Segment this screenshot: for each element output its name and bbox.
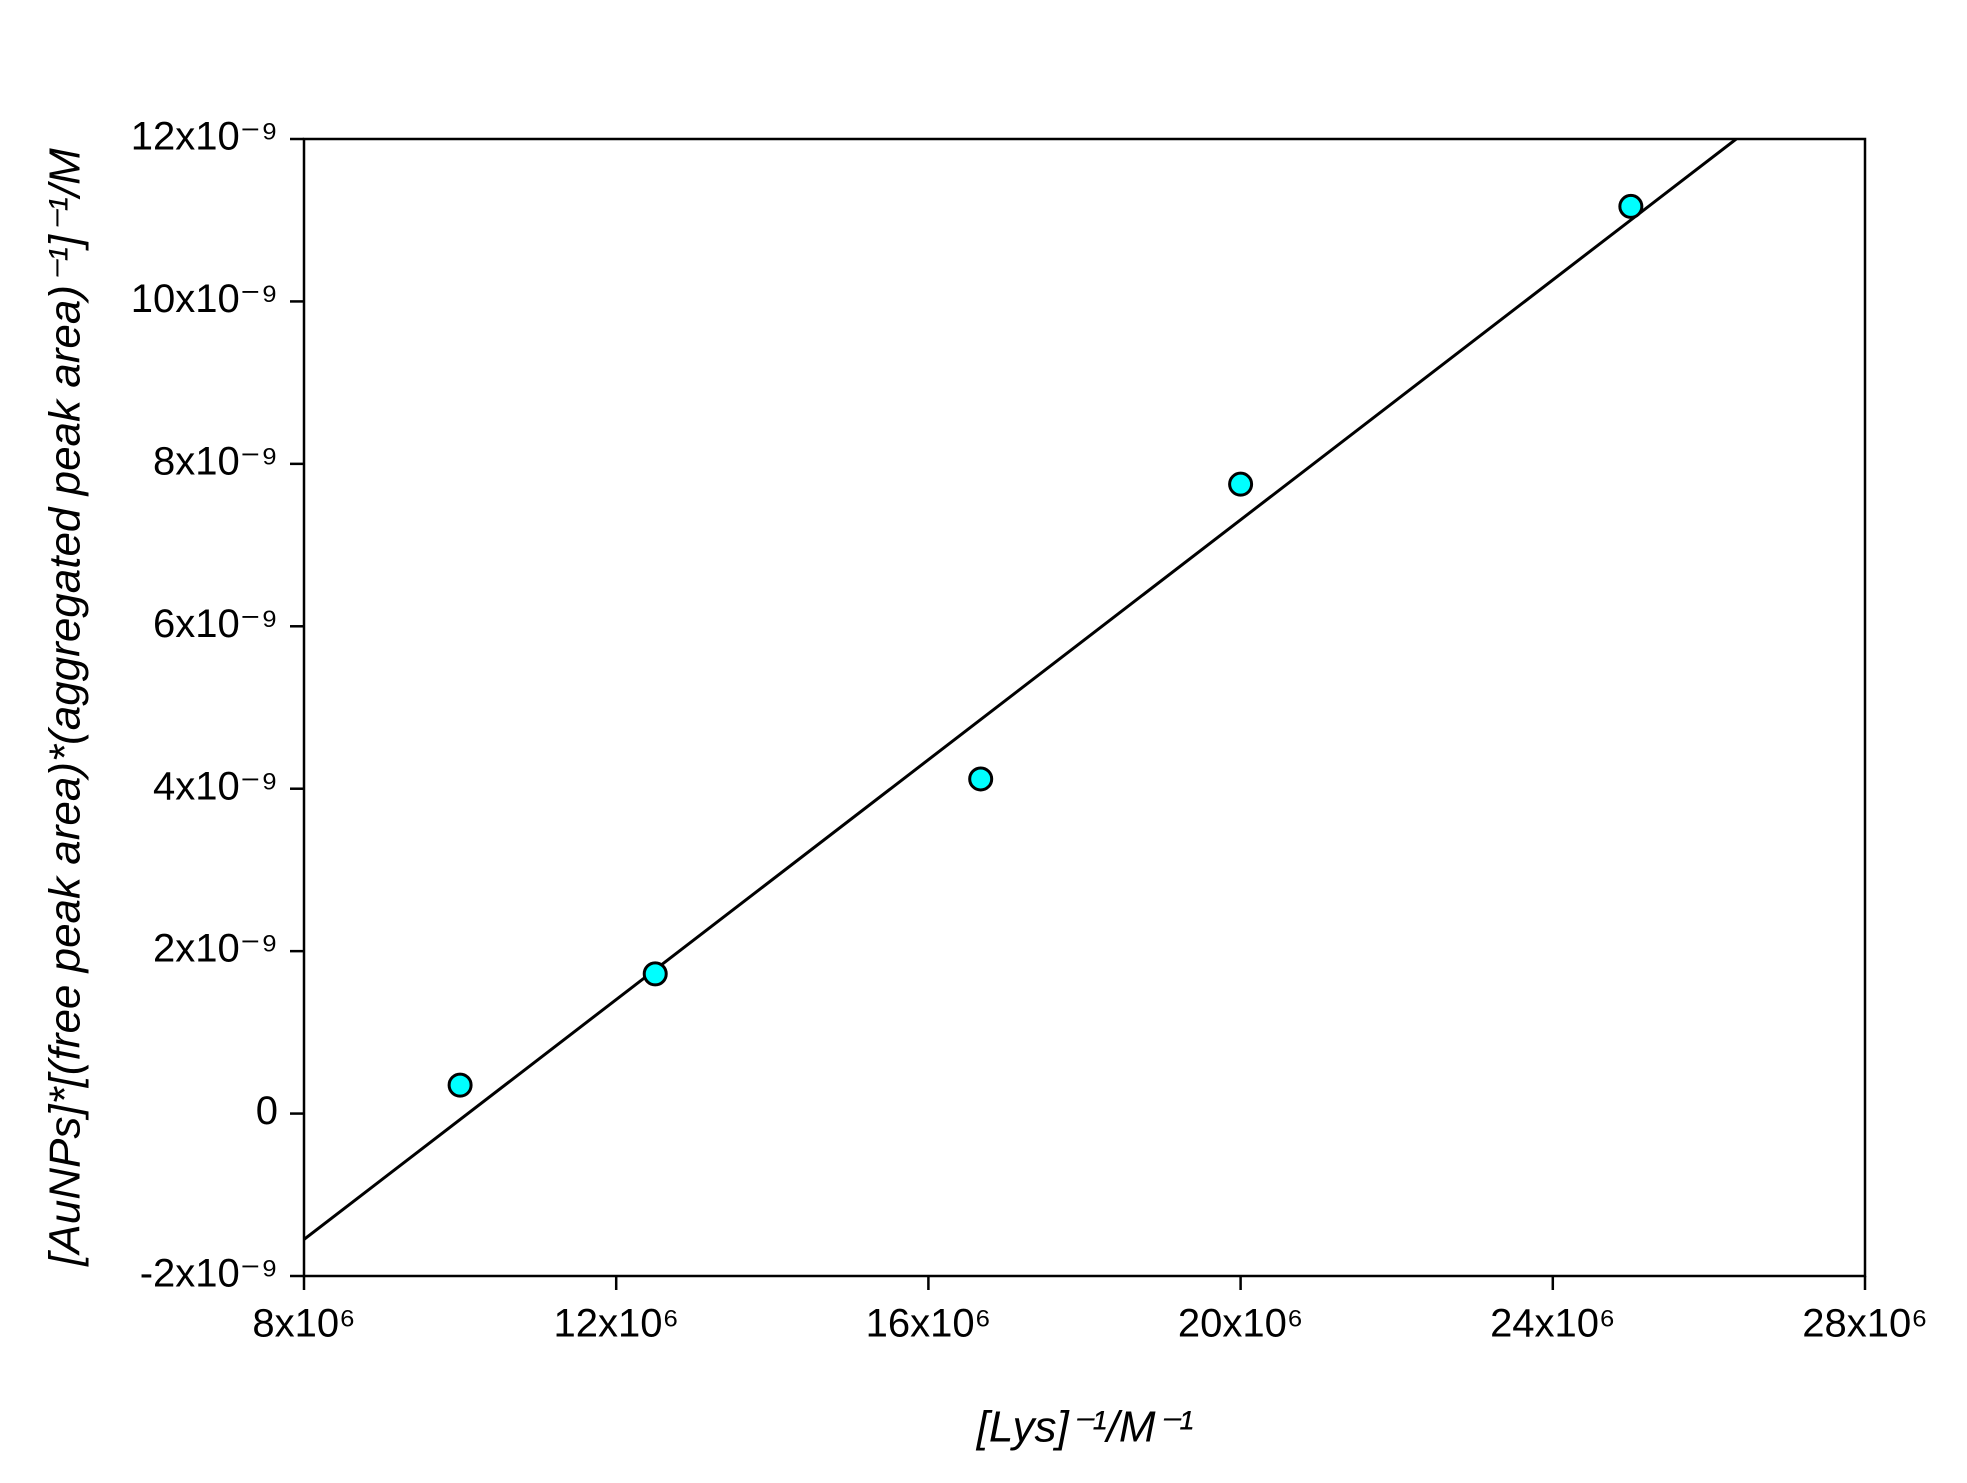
x-tick-label: 16x10⁶ <box>866 1302 991 1346</box>
fit-line <box>304 139 1738 1241</box>
y-tick-label: 12x10⁻⁹ <box>131 115 278 159</box>
y-tick-label: 0 <box>256 1089 278 1133</box>
data-point <box>642 961 668 987</box>
y-axis-title: [AuNPs]*[(free peak area)*(aggregated pe… <box>41 148 90 1267</box>
x-axis-title: [Lys]⁻¹/M⁻¹ <box>976 1403 1194 1452</box>
x-tick-label: 8x10⁶ <box>252 1302 355 1346</box>
data-point <box>447 1072 473 1098</box>
data-point <box>968 766 994 792</box>
plot-frame <box>302 137 1867 1278</box>
x-tick-label: 12x10⁶ <box>553 1302 678 1346</box>
x-tick-label: 28x10⁶ <box>1802 1302 1927 1346</box>
data-point <box>1618 193 1644 219</box>
y-tick-label: -2x10⁻⁹ <box>140 1252 278 1296</box>
y-tick-label: 10x10⁻⁹ <box>131 277 278 321</box>
y-tick-label: 2x10⁻⁹ <box>153 927 278 971</box>
x-tick-label: 24x10⁶ <box>1490 1302 1615 1346</box>
y-tick-label: 8x10⁻⁹ <box>153 439 278 483</box>
x-tick-label: 20x10⁶ <box>1178 1302 1303 1346</box>
y-tick-label: 4x10⁻⁹ <box>153 764 278 808</box>
y-tick-label: 6x10⁻⁹ <box>153 602 278 646</box>
data-point <box>1228 471 1254 497</box>
